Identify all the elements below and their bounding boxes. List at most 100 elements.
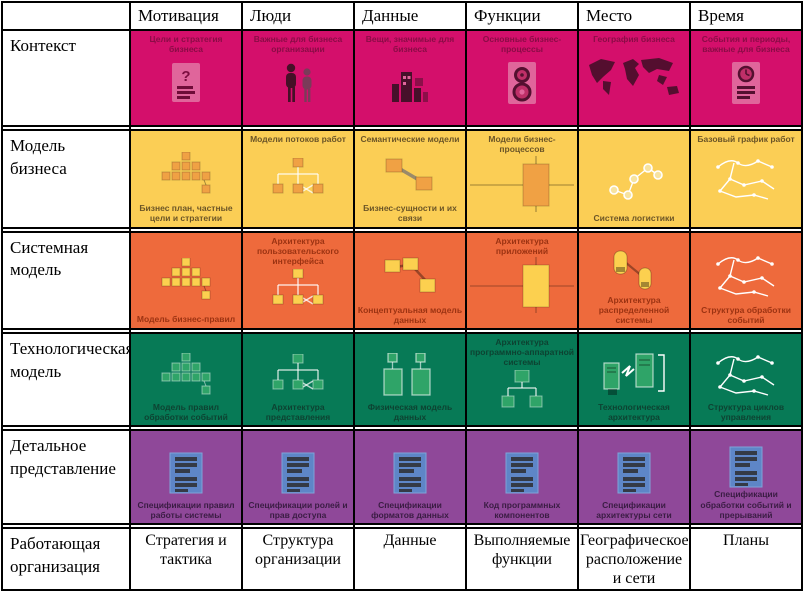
cell-caption: Спецификации правил работы системы — [137, 499, 235, 520]
cell-caption — [693, 111, 799, 122]
column-header-place: Место — [577, 1, 691, 31]
org-chart-icon — [496, 368, 548, 412]
cell-caption — [245, 434, 351, 445]
cell-caption — [693, 236, 799, 247]
cell-caption: Архитектура пользовательского интерфейса — [257, 235, 339, 266]
process-box-icon — [470, 256, 574, 314]
cell-caption: Система логистики — [593, 212, 675, 223]
cell-caption: Бизнес план, частные цели и стратегии — [139, 203, 233, 224]
column-header-data: Данные — [353, 1, 467, 31]
cell-business-motivation: Бизнес план, частные цели и стратегии — [129, 129, 243, 229]
cell-system-time: Структура обработки событий — [689, 230, 803, 331]
cell-caption — [469, 111, 575, 122]
column-header-motivation: Мотивация — [129, 1, 243, 31]
spec-document-icon — [393, 445, 427, 499]
document-question-icon: ? — [167, 54, 205, 111]
cell-tech-functions: Архитектура программно-аппаратной систем… — [465, 332, 579, 428]
corner-cell — [1, 1, 131, 31]
cell-caption: Модель правил обработки событий — [144, 402, 228, 423]
cell-caption — [581, 236, 687, 247]
cell-system-motivation: Модель бизнес-правил — [129, 230, 243, 331]
spec-document-icon — [169, 445, 203, 499]
cell-caption: Архитектура представления — [265, 402, 331, 423]
cell-context-motivation: Цели и стратегия бизнеса ? — [129, 28, 243, 128]
footer-cell-strategy: Стратегия и тактика — [129, 527, 243, 591]
cell-caption: Модели потоков работ — [250, 134, 346, 145]
cell-caption: Спецификации ролей и прав доступа — [248, 499, 348, 520]
row-system-model: Системная модель Модель бизнес-правил Ар… — [1, 230, 803, 331]
cell-caption — [469, 314, 575, 325]
cell-caption — [245, 111, 351, 122]
cell-caption — [133, 111, 239, 122]
network-nodes-icon — [602, 145, 666, 212]
row-spacer — [1, 425, 803, 432]
business-objects-icon — [390, 54, 430, 111]
cell-caption: Спецификации архитектуры сети — [596, 499, 672, 520]
cell-caption — [357, 111, 463, 122]
cell-business-time: Базовый график работ — [689, 129, 803, 229]
cell-caption: События и периоды, важные для бизнеса — [701, 34, 791, 55]
org-chart-icon — [270, 266, 326, 314]
cell-caption: Цели и стратегия бизнеса — [149, 34, 223, 55]
column-header-time: Время — [689, 1, 803, 31]
row-business-model: Модель бизнеса Бизнес план, частные цели… — [1, 129, 803, 229]
cell-caption — [693, 434, 799, 445]
cell-caption: Спецификации форматов данных — [371, 499, 449, 520]
cell-business-data: Семантические модели Бизнес-сущности и и… — [353, 129, 467, 229]
cell-caption: География бизнеса — [593, 34, 675, 44]
row-header-system-model: Системная модель — [1, 230, 131, 331]
cell-context-place: География бизнеса — [577, 28, 691, 128]
cell-context-functions: Основные бизнес-процессы — [465, 28, 579, 128]
cell-caption — [245, 314, 351, 325]
cell-caption: Модели бизнес-процессов — [488, 134, 556, 155]
cell-caption — [245, 337, 351, 348]
cell-system-data: Концептуальная модель данных — [353, 230, 467, 331]
cell-caption: Семантические модели — [360, 134, 460, 145]
cell-context-data: Вещи, значимые для бизнеса — [353, 28, 467, 128]
spec-document-icon — [729, 445, 763, 489]
linked-entities-icon — [382, 247, 438, 305]
svg-text:?: ? — [181, 68, 190, 85]
footer-cell-functions: Выполняемые функции — [465, 527, 579, 591]
cell-detail-functions: Код программных компонентов — [465, 429, 579, 525]
cell-caption: Бизнес-сущности и их связи — [363, 203, 457, 224]
cell-caption: Архитектура распределенной системы — [598, 294, 670, 325]
footer-cell-data: Данные — [353, 527, 467, 591]
row-header-working-organization: Работающая организация — [1, 527, 131, 591]
cell-tech-time: Структура циклов управления — [689, 332, 803, 428]
cell-caption — [133, 134, 239, 145]
row-spacer — [1, 328, 803, 335]
row-context: Контекст Цели и стратегия бизнеса ? Важн… — [1, 28, 803, 128]
document-clock-icon — [727, 54, 765, 111]
cell-caption: Код программных компонентов — [483, 499, 561, 520]
cell-caption: Основные бизнес-процессы — [482, 34, 562, 55]
cell-detail-data: Спецификации форматов данных — [353, 429, 467, 525]
row-spacer — [1, 125, 803, 132]
footer-cell-geography: Географическое расположение и сети — [577, 527, 691, 591]
row-header-context: Контекст — [1, 28, 131, 128]
cell-caption — [245, 213, 351, 224]
cell-context-time: События и периоды, важные для бизнеса — [689, 28, 803, 128]
cell-caption — [133, 236, 239, 247]
cell-caption — [357, 337, 463, 348]
cell-tech-data: Физическая модель данных — [353, 332, 467, 428]
cell-system-functions: Архитектура приложений — [465, 230, 579, 331]
cell-caption — [581, 111, 687, 122]
cell-business-functions: Модели бизнес-процессов — [465, 129, 579, 229]
row-detail-representation: Детальное представление Спецификации пра… — [1, 429, 803, 525]
cell-context-people: Важные для бизнеса организации — [241, 28, 355, 128]
pyramid-icon — [160, 247, 212, 315]
column-header-functions: Функции — [465, 1, 579, 31]
sketch-schedule-icon — [708, 145, 784, 212]
cell-caption — [469, 411, 575, 422]
cell-caption: Технологическая архитектура — [598, 402, 670, 423]
cell-tech-people: Архитектура представления — [241, 332, 355, 428]
cell-caption: Структура циклов управления — [707, 402, 785, 423]
cell-system-people: Архитектура пользовательского интерфейса — [241, 230, 355, 331]
cell-caption — [581, 134, 687, 145]
row-header-technology-model: Технологическая модель — [1, 332, 131, 428]
cell-caption: Структура обработки событий — [701, 304, 791, 325]
row-header-business-model: Модель бизнеса — [1, 129, 131, 229]
spec-document-icon — [617, 445, 651, 499]
